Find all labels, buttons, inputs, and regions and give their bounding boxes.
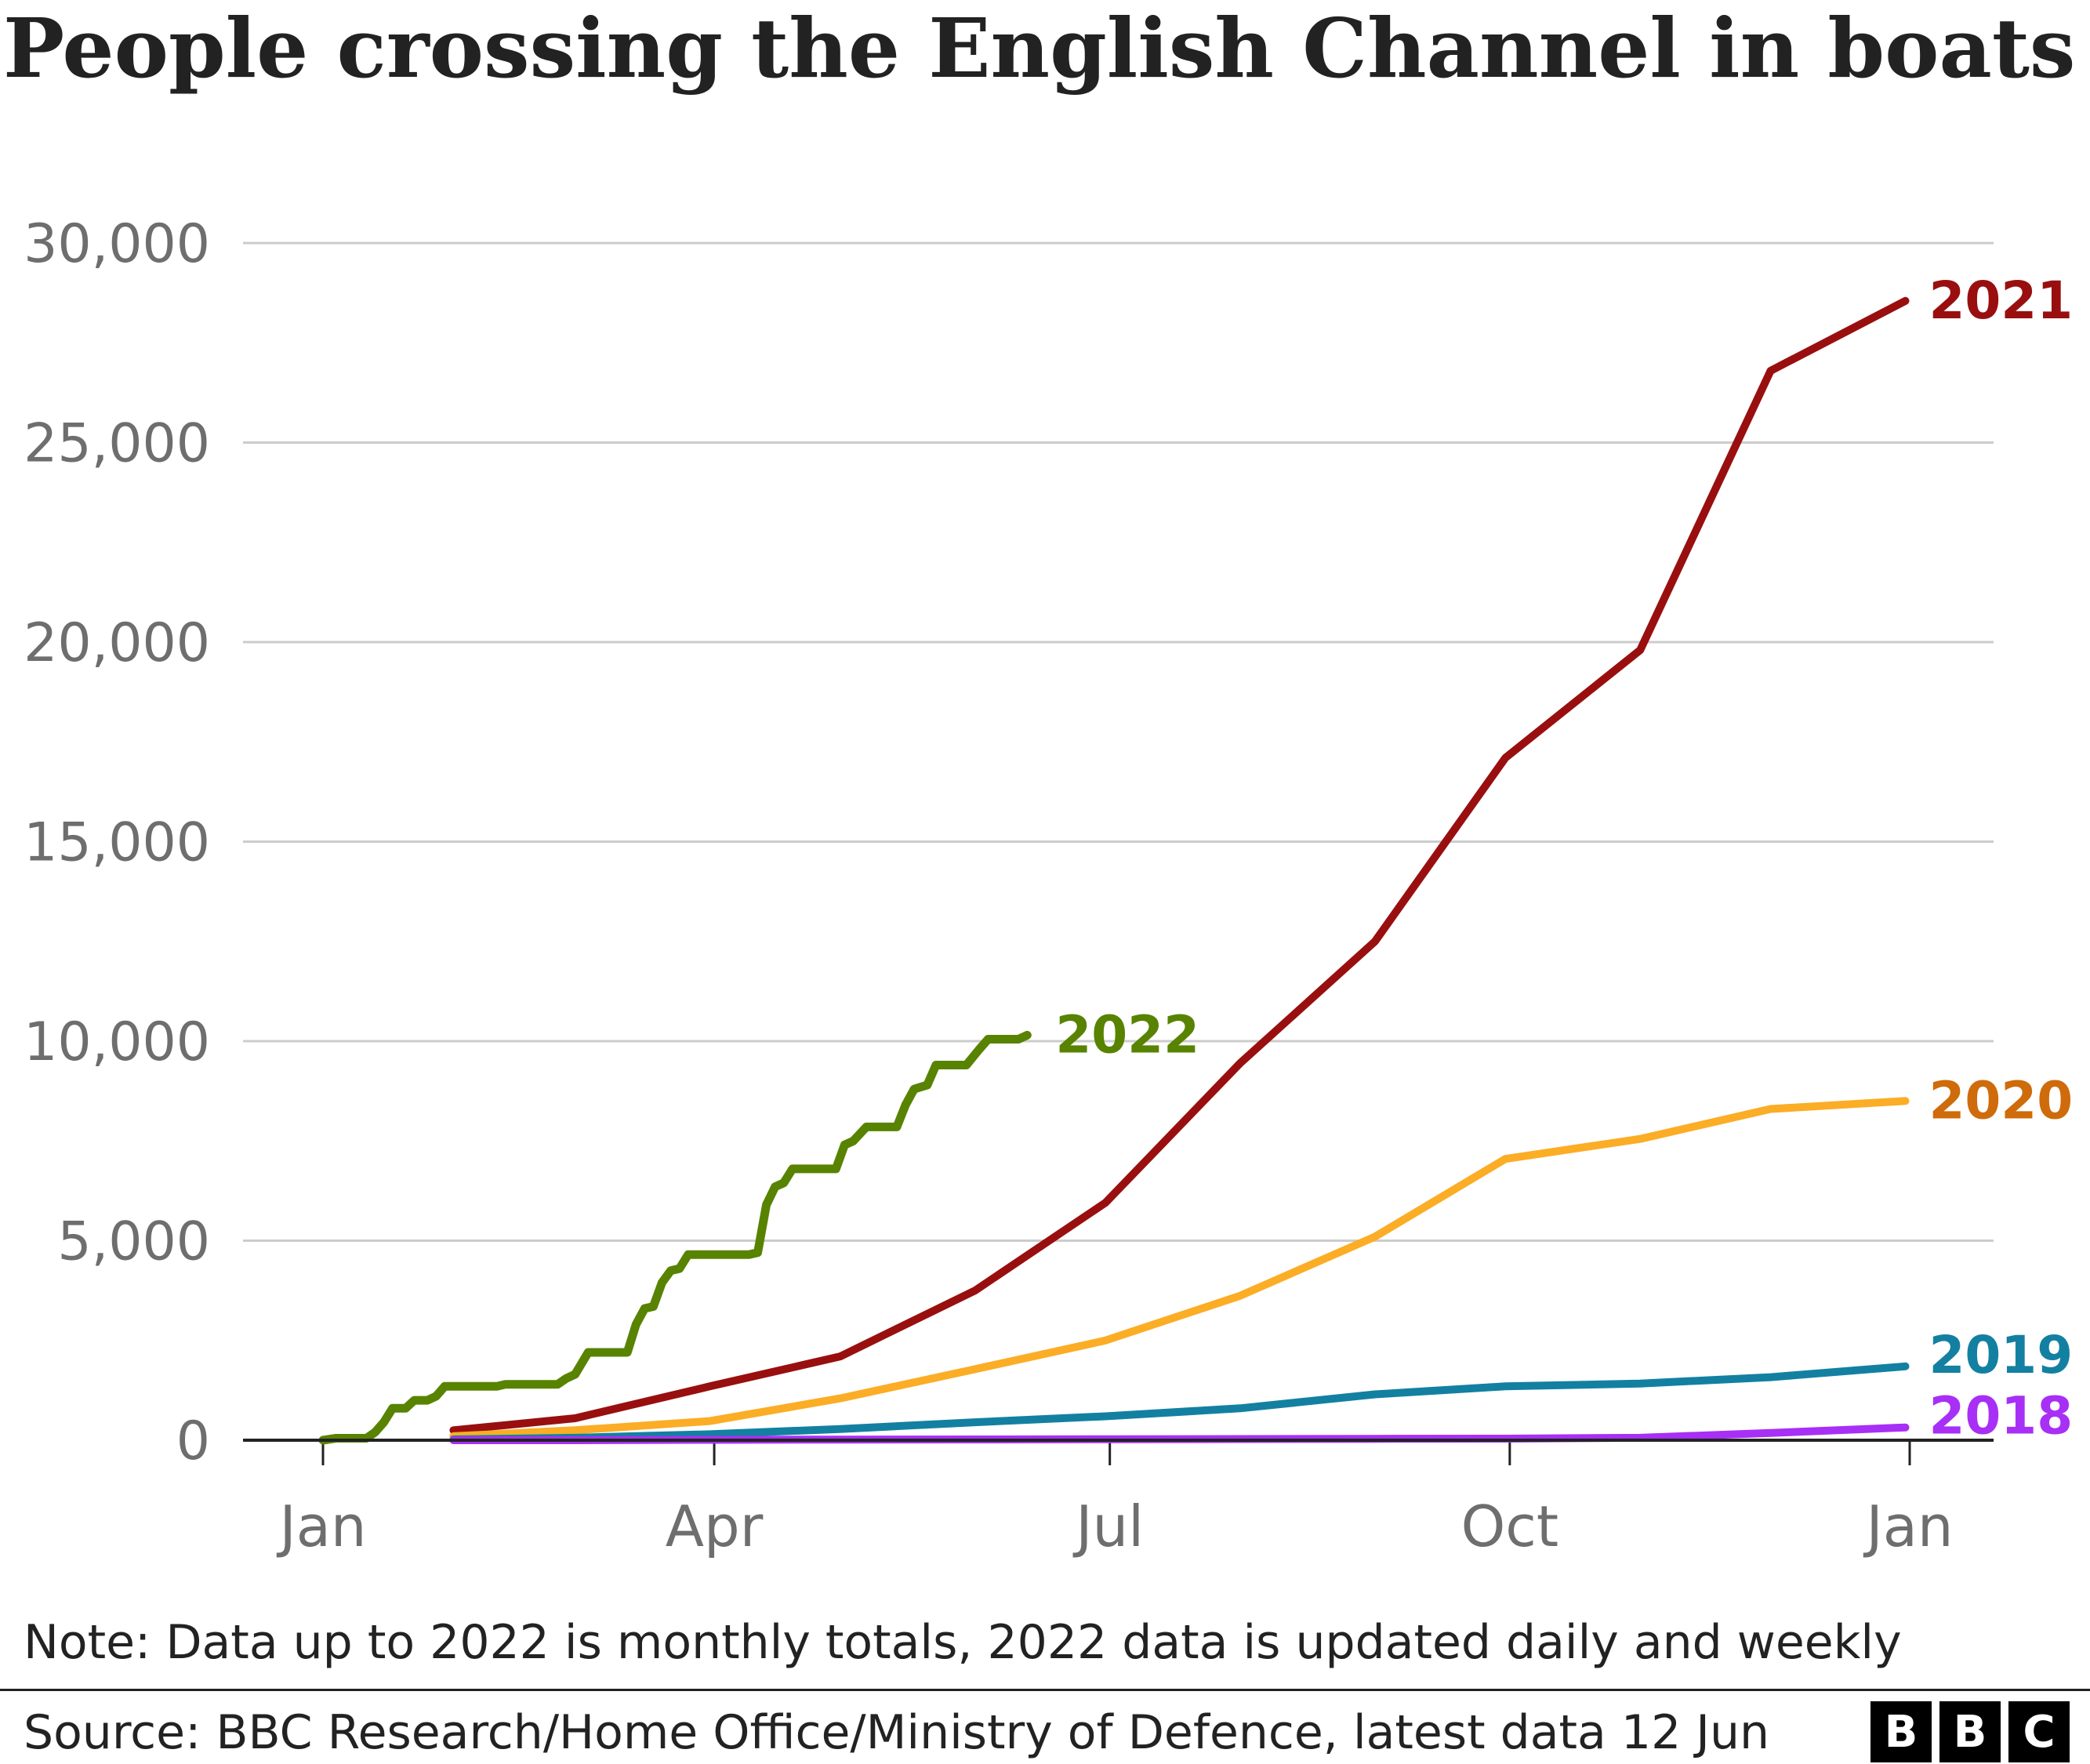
y-tick-label: 5,000 <box>57 1211 210 1273</box>
chart-note: Note: Data up to 2022 is monthly totals,… <box>24 1615 1902 1670</box>
series-label-2021: 2021 <box>1929 270 2073 331</box>
y-tick-label: 15,000 <box>24 812 210 874</box>
y-axis-tick-labels: 0 5,000 10,000 15,000 20,000 25,000 30,000 <box>24 213 210 1472</box>
series-label-2020: 2020 <box>1929 1070 2073 1131</box>
series-label-2019: 2019 <box>1929 1325 2073 1385</box>
gridlines <box>243 241 1994 1242</box>
x-tick-label: Apr <box>666 1494 764 1559</box>
x-tick-label: Jul <box>1072 1494 1144 1559</box>
x-tick-label: Oct <box>1461 1494 1559 1559</box>
x-axis-ticks: Jan Apr Jul Oct Jan <box>277 1440 1954 1559</box>
series-line-2019 <box>449 1362 1910 1443</box>
y-tick-label: 30,000 <box>24 213 210 275</box>
logo-letter: B <box>1939 1701 2001 1762</box>
x-tick-label: Jan <box>1863 1494 1954 1559</box>
series-line-2022 <box>318 1030 1032 1445</box>
series-line-2020 <box>449 1097 1910 1440</box>
chart-source: Source: BBC Research/Home Office/Ministr… <box>24 1705 1770 1760</box>
logo-letter: C <box>2008 1701 2070 1762</box>
series-lines <box>243 296 1994 1445</box>
y-tick-label: 25,000 <box>24 413 210 475</box>
logo-letter: B <box>1870 1701 1932 1762</box>
footer-divider <box>0 1689 2090 1691</box>
x-tick-label: Jan <box>277 1494 367 1559</box>
line-chart: 0 5,000 10,000 15,000 20,000 25,000 30,000 Jan… <box>24 213 2073 1559</box>
chart-title: People crossing the English Channel in b… <box>3 0 2076 96</box>
y-tick-label: 0 <box>176 1410 210 1472</box>
bbc-logo: B B C <box>1870 1701 2070 1762</box>
series-label-2018: 2018 <box>1929 1386 2073 1446</box>
y-tick-label: 10,000 <box>24 1011 210 1073</box>
series-label-2022: 2022 <box>1055 1004 1199 1065</box>
series-line-2021 <box>449 296 1910 1435</box>
y-tick-label: 20,000 <box>24 612 210 674</box>
